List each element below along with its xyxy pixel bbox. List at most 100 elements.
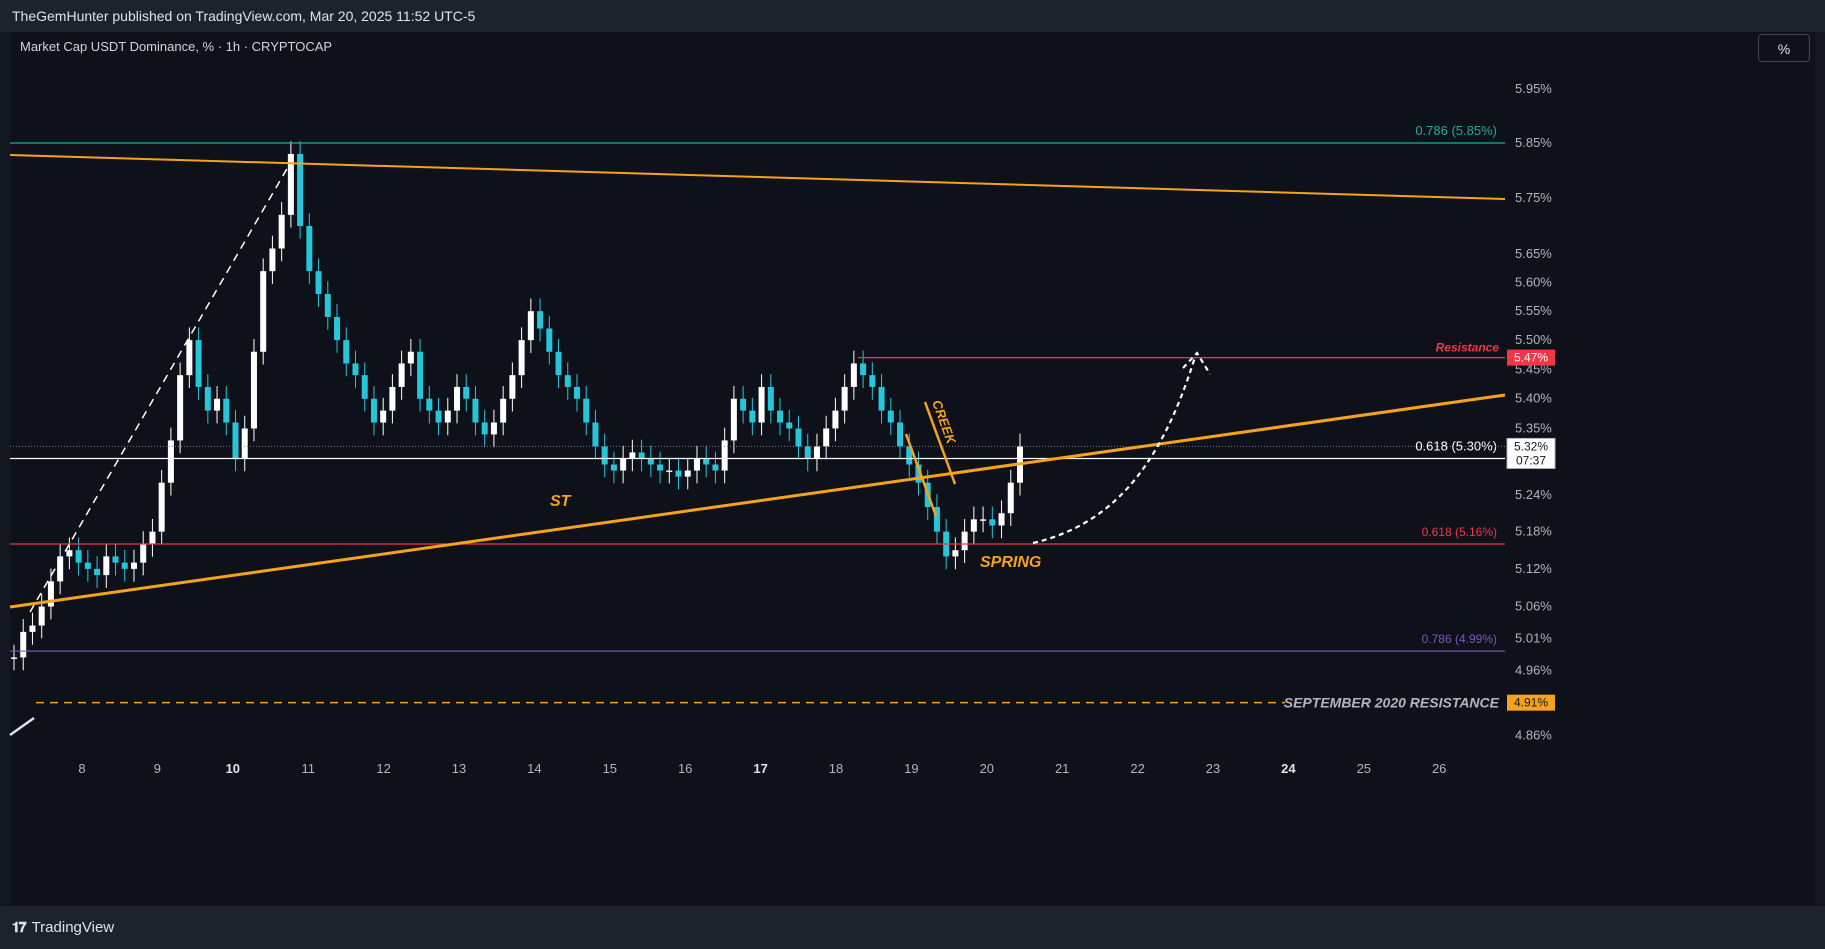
candle-body [435, 410, 442, 423]
candle-body [149, 531, 156, 544]
candle-body [804, 446, 811, 459]
candle-body [380, 410, 387, 423]
x-tick-label: 18 [829, 761, 843, 776]
y-tick-label: 5.85% [1515, 135, 1552, 150]
tradingview-logo-text: TradingView [31, 919, 115, 936]
candle-body [130, 562, 137, 569]
x-tick-label: 14 [527, 761, 541, 776]
candle-body [269, 248, 276, 272]
fib-level-label: 0.786 (5.85%) [1415, 123, 1497, 138]
candle-body [11, 657, 17, 659]
candle-body [758, 386, 765, 423]
published-text: TheGemHunter published on TradingView.co… [12, 8, 476, 24]
candle-body [66, 550, 73, 557]
time-axis-bg [10, 780, 1506, 906]
candle-body [980, 519, 987, 521]
footer-bar: 𝟏𝟕 TradingView [0, 906, 1825, 949]
candle-body [260, 271, 267, 352]
price-tag-label: 4.91% [1514, 696, 1548, 710]
publisher-bar: TheGemHunter published on TradingView.co… [0, 0, 1825, 32]
price-tag [1507, 694, 1555, 711]
candle-body [223, 398, 230, 423]
candle-body [29, 625, 36, 632]
candle-body [638, 452, 645, 459]
price-chart[interactable]: 0.786 (5.85%)0.618 (5.30%)0.618 (5.16%)0… [0, 0, 1825, 906]
y-tick-label: 5.40% [1515, 391, 1552, 406]
upper-trendline [9, 154, 1506, 200]
candle-body [841, 386, 848, 411]
candle-body [287, 153, 294, 215]
annotation-st: ST [550, 493, 572, 510]
candle-body [241, 428, 248, 459]
y-tick-label: 5.75% [1515, 190, 1552, 205]
x-tick-label: 12 [376, 761, 390, 776]
candle-body [407, 351, 414, 364]
creek-line-right [923, 401, 957, 485]
candle-body [915, 464, 922, 483]
candle-body [527, 311, 534, 341]
candle-body [250, 351, 257, 429]
candle-body [444, 410, 451, 423]
candle-body [860, 363, 867, 376]
candle-body [370, 398, 377, 423]
start-line [9, 716, 35, 737]
projection-arrowhead [1182, 351, 1211, 375]
y-tick-label: 4.96% [1515, 662, 1552, 677]
x-tick-label: 19 [904, 761, 918, 776]
candle-body [712, 464, 719, 471]
candle-body [334, 316, 341, 341]
candle-body [906, 446, 913, 465]
candle-body [103, 556, 110, 576]
candle-body [933, 507, 940, 532]
candle-body [693, 458, 700, 471]
x-tick-label: 11 [301, 761, 315, 776]
candle-body [158, 482, 165, 532]
y-tick-label: 5.60% [1515, 275, 1552, 290]
price-axis-bg [1506, 32, 1815, 906]
candle-body [537, 311, 544, 329]
y-tick-label: 5.95% [1515, 81, 1552, 96]
candle-body [592, 422, 599, 447]
candle-body [75, 550, 82, 563]
x-tick-label: 17 [753, 761, 767, 776]
candle-body [684, 470, 691, 477]
fib-level-label: 0.786 (4.99%) [1422, 632, 1497, 646]
candle-body [20, 631, 27, 658]
candle-body [721, 440, 728, 471]
candle-body [500, 398, 507, 423]
percent-scale-button[interactable]: % [1758, 34, 1810, 62]
y-tick-label: 5.55% [1515, 303, 1552, 318]
x-tick-label: 16 [678, 761, 692, 776]
candle-body [546, 328, 553, 352]
candle-body [620, 458, 627, 471]
tradingview-logo[interactable]: 𝟏𝟕 TradingView [12, 919, 114, 936]
candle-body [306, 225, 313, 272]
candle-body [112, 556, 119, 563]
candle-body [869, 375, 876, 387]
candle-body [204, 386, 211, 411]
x-tick-label: 15 [603, 761, 617, 776]
annotation-spring: SPRING [980, 554, 1041, 571]
candle-body [324, 293, 331, 317]
x-tick-label: 26 [1432, 761, 1446, 776]
candle-body [47, 581, 54, 607]
y-tick-label: 5.01% [1515, 630, 1552, 645]
x-tick-label: 21 [1055, 761, 1069, 776]
candle-body [177, 375, 184, 441]
candle-body [84, 562, 91, 569]
candle-body [315, 271, 322, 294]
september-2020-resistance-label: SEPTEMBER 2020 RESISTANCE [1284, 695, 1500, 711]
lower-trendline [9, 393, 1506, 609]
price-tag-label: 5.47% [1514, 351, 1548, 365]
price-tag-label: 5.32% [1514, 439, 1548, 453]
candle-body [666, 470, 673, 473]
countdown-label: 07:37 [1516, 453, 1546, 467]
candle-body [629, 452, 636, 459]
candle-body [167, 440, 174, 483]
candle-body [887, 410, 894, 423]
candle-body [472, 398, 479, 423]
candle-body [57, 556, 64, 582]
y-tick-label: 5.12% [1515, 561, 1552, 576]
candle-body [195, 340, 202, 387]
candle-body [398, 363, 405, 387]
